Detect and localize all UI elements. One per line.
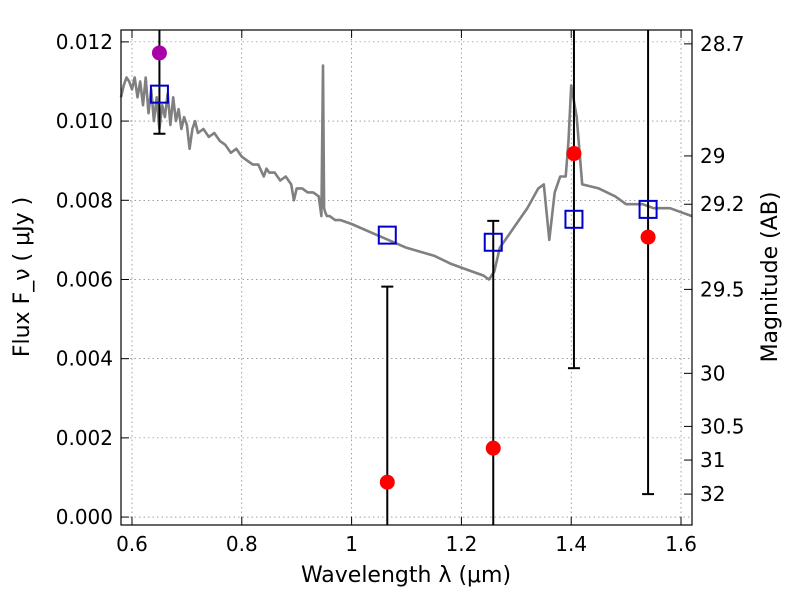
plot-frame	[120, 29, 693, 526]
x-tick-label: 1.6	[665, 532, 697, 556]
plot-background	[121, 30, 692, 525]
y2-tick-label: 30.5	[700, 414, 745, 438]
x-tick-label: 0.6	[116, 532, 148, 556]
x-axis-title: Wavelength λ (μm)	[301, 563, 511, 588]
y2-tick-label: 28.7	[700, 32, 745, 56]
x-tick-label: 1.2	[445, 532, 477, 556]
x-tick-label: 1	[345, 532, 358, 556]
x-tick-label: 0.8	[226, 532, 258, 556]
y-tick-label: 0.000	[56, 505, 113, 529]
y-tick-label: 0.010	[56, 109, 113, 133]
y-tick-label: 0.002	[56, 426, 113, 450]
model-point	[483, 232, 503, 252]
y2-tick-label: 29	[700, 144, 725, 168]
y-tick-label: 0.012	[56, 30, 113, 54]
model-point	[149, 84, 169, 104]
y-tick-label: 0.006	[56, 267, 113, 291]
model-point	[638, 199, 658, 219]
y2-tick-label: 30	[700, 361, 725, 385]
data-layer	[119, 30, 693, 525]
ticks: 0.6 0.8 1 1.2 1.4 1.6 0.000 0.002 0.004 0.006 0.00…	[56, 30, 745, 556]
data-point	[151, 45, 167, 61]
spectrum-line	[119, 64, 693, 281]
data-point	[485, 440, 501, 456]
data-point	[379, 474, 395, 490]
y2-tick-label: 29.5	[700, 277, 745, 301]
y-tick-label: 0.008	[56, 188, 113, 212]
model-point	[564, 209, 584, 229]
x-tick-label: 1.4	[555, 532, 587, 556]
model-point	[377, 225, 397, 245]
y-axis-title: Flux F_ν ( μJy )	[10, 197, 35, 357]
y2-tick-label: 29.2	[700, 192, 745, 216]
y2-tick-label: 32	[700, 482, 725, 506]
data-point	[640, 229, 656, 245]
y-tick-label: 0.004	[56, 347, 113, 371]
grid	[121, 30, 692, 525]
y2-axis-title: Magnitude (AB)	[758, 192, 783, 363]
data-point	[566, 146, 582, 162]
y2-tick-label: 31	[700, 448, 725, 472]
